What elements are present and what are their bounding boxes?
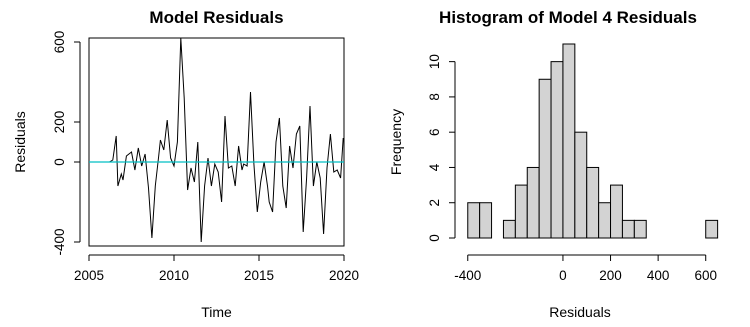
y-tick-label: 0 — [52, 158, 67, 166]
residuals-histogram-chart: Histogram of Model 4 Residuals-400 0 200 40… — [388, 8, 719, 320]
x-tick-label: 2010 — [159, 268, 189, 283]
x-tick-label: 2015 — [244, 268, 274, 283]
histogram-bar — [610, 184, 623, 239]
y-tick-label: 6 — [427, 128, 442, 136]
residuals-line-chart: Model Residuals 2005 2010 2015 2020 -400 0 200 6… — [12, 8, 359, 320]
histogram-bar — [550, 61, 564, 239]
y-axis-title: Frequency — [388, 109, 404, 175]
x-tick-label: 600 — [694, 268, 717, 283]
histogram-bar — [586, 166, 600, 239]
y-tick-label: 200 — [52, 111, 67, 134]
histogram-bar — [598, 202, 612, 239]
y-tick-label: 2 — [427, 199, 442, 207]
histogram-bar — [538, 78, 552, 239]
histogram-bar — [479, 202, 493, 239]
y-tick-label: 600 — [52, 31, 67, 54]
histogram-bar — [562, 43, 576, 239]
x-axis-title: Residuals — [549, 304, 610, 320]
histogram-bar — [526, 166, 540, 239]
x-tick-label: 400 — [647, 268, 670, 283]
plot-frame — [88, 37, 345, 247]
histogram-bar — [633, 219, 647, 239]
x-tick-label: 2005 — [74, 268, 104, 283]
y-tick-label: -400 — [52, 228, 67, 255]
histogram-bar — [621, 219, 635, 239]
residuals-line-panel: Model Residuals 2005 2010 2015 2020 -400 0 200 6… — [12, 8, 359, 320]
x-tick-label: 0 — [559, 268, 567, 283]
x-tick-label: -400 — [454, 268, 481, 283]
x-tick-label: 2020 — [329, 268, 359, 283]
y-tick-label: 8 — [427, 93, 442, 101]
x-tick-label: 200 — [599, 268, 622, 283]
histogram-bar — [705, 219, 719, 239]
y-tick-label: 4 — [427, 163, 442, 171]
chart-title: Model Residuals — [149, 8, 283, 27]
histogram-bar — [574, 131, 588, 239]
y-tick-label: 10 — [427, 54, 442, 69]
histogram-bar — [467, 202, 481, 239]
histogram-bar — [502, 219, 516, 239]
chart-title: Histogram of Model 4 Residuals — [439, 8, 697, 27]
y-axis-title: Residuals — [12, 111, 28, 172]
x-axis-title: Time — [201, 304, 232, 320]
histogram-bar — [514, 184, 528, 239]
y-tick-label: 0 — [427, 234, 442, 242]
residuals-series-line — [104, 37, 344, 243]
residuals-histogram-panel: Histogram of Model 4 Residuals -400 0 200 40… — [375, 0, 750, 327]
